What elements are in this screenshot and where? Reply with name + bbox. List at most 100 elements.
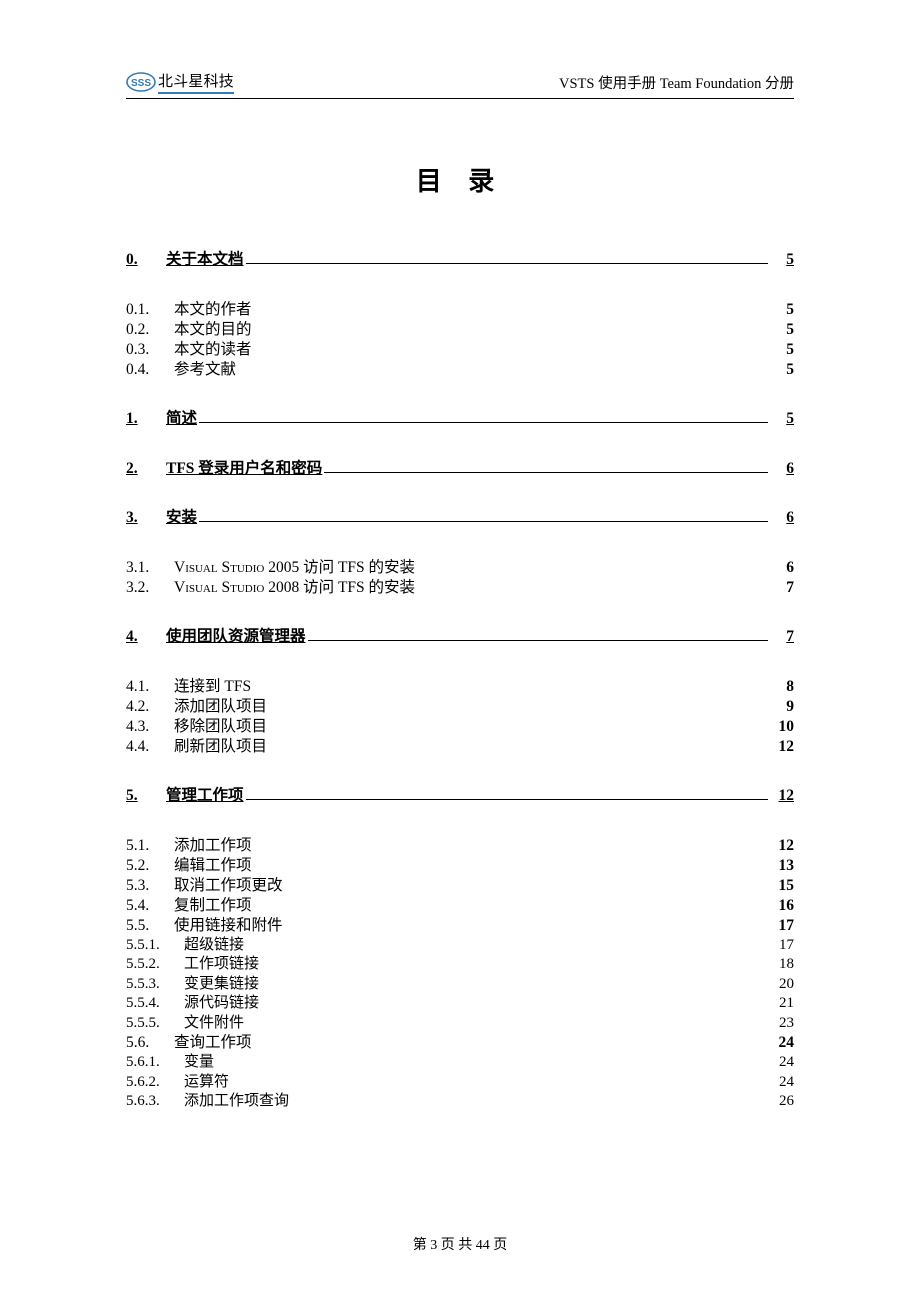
toc-entry-page: 18: [770, 957, 794, 972]
toc-leader: [199, 521, 768, 522]
toc-leader: [291, 1104, 768, 1105]
toc-entry[interactable]: 5.5.使用链接和附件17: [126, 918, 794, 934]
toc-entry-title: 复制工作项: [174, 898, 252, 914]
toc-entry[interactable]: 5.4.复制工作项 16: [126, 898, 794, 914]
toc-entry-page: 24: [770, 1035, 794, 1051]
toc-leader: [285, 889, 768, 890]
toc-entry[interactable]: 4.3.移除团队项目 10: [126, 719, 794, 735]
toc-entry-page: 6: [770, 510, 794, 526]
toc-entry-title: 本文的读者: [174, 342, 252, 358]
page-number-text: 第 3 页 共 44 页: [413, 1238, 508, 1253]
toc-entry-page: 5: [770, 252, 794, 268]
toc-entry[interactable]: 3.2.Visual Studio 2008 访问 TFS 的安装7: [126, 580, 794, 596]
toc-leader: [269, 750, 768, 751]
toc-entry[interactable]: 1.简述5: [126, 411, 794, 427]
toc-leader: [246, 799, 768, 800]
toc-entry-title: 关于本文档: [166, 252, 244, 268]
toc-entry-page: 9: [770, 699, 794, 715]
toc-entry-number: 4.: [126, 629, 166, 645]
toc-entry-number: 3.1.: [126, 560, 174, 576]
toc-entry[interactable]: 5.管理工作项12: [126, 788, 794, 804]
toc-entry-number: 5.5.: [126, 918, 174, 934]
toc-entry-title: Visual Studio 2005 访问 TFS 的安装: [174, 560, 415, 576]
toc-entry[interactable]: 5.5.1.超级链接17: [126, 938, 794, 953]
toc-entry-title: 本文的作者: [174, 302, 252, 318]
toc-entry[interactable]: 0.4.参考文献5: [126, 362, 794, 378]
toc-entry-number: 0.: [126, 252, 166, 268]
toc-entry-title: 文件附件: [184, 1016, 244, 1031]
toc-entry[interactable]: 5.2.编辑工作项13: [126, 858, 794, 874]
toc-entry-page: 12: [770, 838, 794, 854]
toc-entry-number: 5.5.4.: [126, 996, 184, 1011]
toc-entry-number: 0.2.: [126, 322, 174, 338]
toc-entry[interactable]: 5.1.添加工作项12: [126, 838, 794, 854]
toc-entry-page: 15: [770, 878, 794, 894]
toc-entry-page: 24: [770, 1075, 794, 1090]
toc-entry[interactable]: 5.5.4.源代码链接21: [126, 996, 794, 1011]
toc-entry-page: 17: [770, 938, 794, 953]
toc-leader: [254, 1046, 768, 1047]
toc-leader: [269, 730, 768, 731]
toc-leader: [253, 690, 768, 691]
toc-entry-page: 6: [770, 461, 794, 477]
toc-entry[interactable]: 3.安装 6: [126, 510, 794, 526]
toc-entry-page: 5: [770, 362, 794, 378]
toc-entry[interactable]: 5.6.2.运算符24: [126, 1075, 794, 1090]
toc-entry-number: 3.2.: [126, 580, 174, 596]
toc-entry-number: 4.1.: [126, 679, 174, 695]
toc-entry-page: 23: [770, 1016, 794, 1031]
toc-leader: [254, 909, 768, 910]
toc-entry-number: 0.4.: [126, 362, 174, 378]
toc-entry-number: 5.4.: [126, 898, 174, 914]
toc-entry[interactable]: 5.5.5.文件附件 23: [126, 1016, 794, 1031]
toc-entry[interactable]: 3.1.Visual Studio 2005 访问 TFS 的安装 6: [126, 560, 794, 576]
toc-entry[interactable]: 5.5.3.变更集链接20: [126, 977, 794, 992]
toc-entry-title: 使用团队资源管理器: [166, 629, 306, 645]
toc-leader: [417, 591, 768, 592]
toc-entry[interactable]: 4.4.刷新团队项目12: [126, 739, 794, 755]
toc-entry[interactable]: 0.1.本文的作者5: [126, 302, 794, 318]
toc-entry-number: 5.6.1.: [126, 1055, 184, 1070]
toc-entry-number: 0.3.: [126, 342, 174, 358]
toc-entry-title: 移除团队项目: [174, 719, 267, 735]
toc-entry[interactable]: 5.5.2.工作项链接18: [126, 957, 794, 972]
toc-entry-title: 变量: [184, 1055, 214, 1070]
toc-entry-number: 5.1.: [126, 838, 174, 854]
toc-entry[interactable]: 2.TFS 登录用户名和密码6: [126, 461, 794, 477]
toc-entry-page: 16: [770, 898, 794, 914]
toc-entry[interactable]: 5.6.查询工作项24: [126, 1035, 794, 1051]
toc-leader: [238, 373, 768, 374]
toc-entry[interactable]: 0.3.本文的读者 5: [126, 342, 794, 358]
toc-entry[interactable]: 5.3.取消工作项更改15: [126, 878, 794, 894]
toc-entry-number: 5.3.: [126, 878, 174, 894]
toc-entry-number: 4.3.: [126, 719, 174, 735]
toc-entry[interactable]: 5.6.3.添加工作项查询26: [126, 1094, 794, 1109]
toc-entry-number: 5.2.: [126, 858, 174, 874]
toc-entry-page: 12: [770, 739, 794, 755]
toc-entry[interactable]: 0.关于本文档 5: [126, 252, 794, 268]
toc-entry-title: 连接到 TFS: [174, 679, 251, 695]
toc-entry-page: 10: [770, 719, 794, 735]
toc-entry-number: 5.5.5.: [126, 1016, 184, 1031]
toc-entry[interactable]: 4.使用团队资源管理器7: [126, 629, 794, 645]
toc-entry-number: 5.6.: [126, 1035, 174, 1051]
toc-entry[interactable]: 4.1.连接到 TFS8: [126, 679, 794, 695]
toc-entry-title: TFS 登录用户名和密码: [166, 461, 322, 477]
toc-leader: [254, 869, 768, 870]
toc-entry-number: 3.: [126, 510, 166, 526]
toc-leader: [417, 571, 768, 572]
toc-leader: [324, 472, 768, 473]
toc-entry[interactable]: 5.6.1.变量24: [126, 1055, 794, 1070]
toc-leader: [199, 422, 768, 423]
toc-entry-page: 5: [770, 342, 794, 358]
toc-entry-number: 5.5.1.: [126, 938, 184, 953]
toc-entry-number: 5.6.3.: [126, 1094, 184, 1109]
toc-entry[interactable]: 0.2.本文的目的5: [126, 322, 794, 338]
toc-leader: [231, 1085, 768, 1086]
toc-entry-title: 安装: [166, 510, 197, 526]
toc-entry[interactable]: 4.2.添加团队项目9: [126, 699, 794, 715]
toc-entry-title: 添加团队项目: [174, 699, 267, 715]
toc-entry-number: 5.5.3.: [126, 977, 184, 992]
toc-entry-title: 源代码链接: [184, 996, 259, 1011]
toc-entry-page: 6: [770, 560, 794, 576]
